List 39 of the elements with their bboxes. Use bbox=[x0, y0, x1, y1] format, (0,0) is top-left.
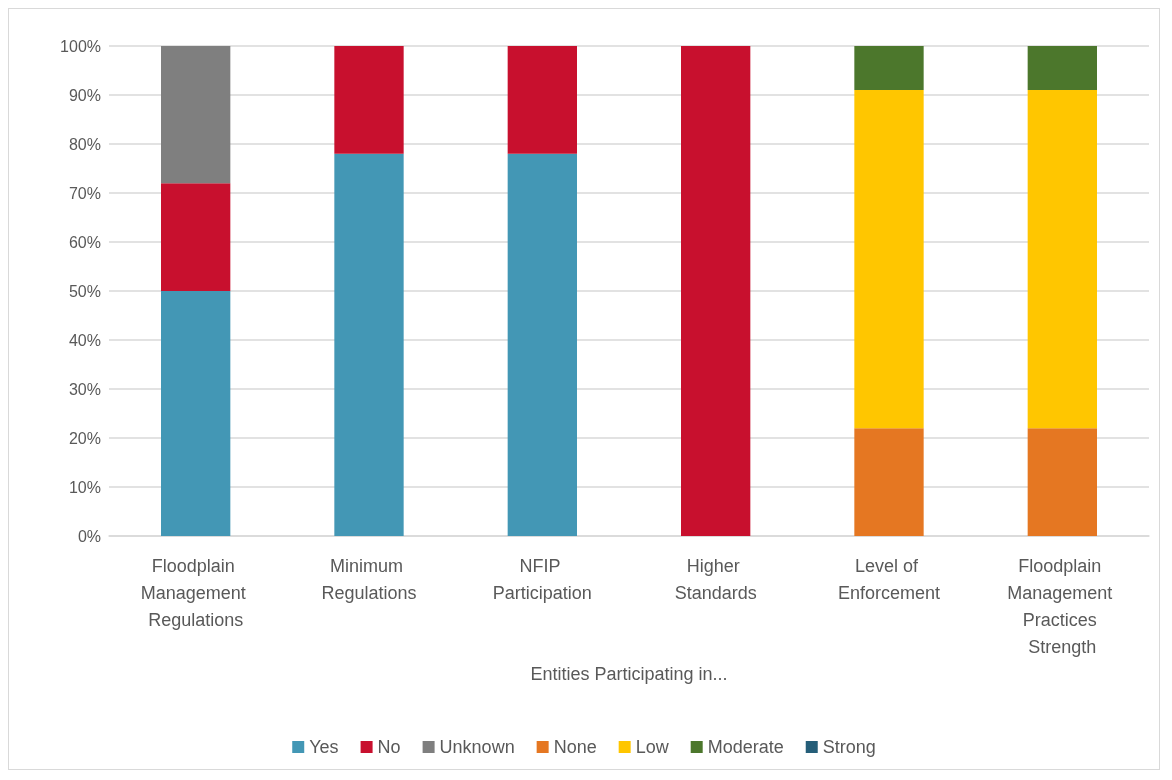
x-axis-title: Entities Participating in... bbox=[530, 663, 728, 684]
legend-label: Low bbox=[635, 737, 670, 757]
bar bbox=[507, 153, 577, 536]
bar bbox=[161, 291, 231, 536]
legend-label: No bbox=[377, 737, 401, 757]
bar bbox=[854, 428, 924, 536]
x-tick-label: Minimum Regulations bbox=[321, 555, 417, 603]
bar bbox=[1027, 46, 1097, 91]
y-tick-label: 10% bbox=[68, 478, 101, 496]
y-tick-label: 100% bbox=[60, 37, 101, 55]
legend-label: Moderate bbox=[707, 737, 784, 757]
x-tick-label: Higher Standards bbox=[674, 555, 757, 603]
y-tick-label: 50% bbox=[68, 282, 101, 300]
legend-label: None bbox=[553, 737, 597, 757]
y-tick-label: 90% bbox=[68, 86, 101, 104]
x-tick-label: Level of Enforcement bbox=[837, 555, 941, 603]
legend-label: Strong bbox=[822, 737, 876, 757]
bar bbox=[334, 153, 404, 536]
y-tick-label: 80% bbox=[68, 135, 101, 153]
bar bbox=[854, 46, 924, 91]
y-tick-label: 20% bbox=[68, 429, 101, 447]
bar bbox=[1027, 428, 1097, 536]
bar bbox=[1027, 90, 1097, 429]
y-tick-label: 60% bbox=[68, 233, 101, 251]
y-tick-label: 40% bbox=[68, 331, 101, 349]
legend-label: Unknown bbox=[439, 737, 515, 757]
bar bbox=[161, 46, 231, 184]
bar bbox=[161, 183, 231, 291]
x-tick-label: Floodplain Management Practices Strength bbox=[1007, 555, 1118, 657]
x-tick-label: Floodplain Management Regulations bbox=[140, 555, 251, 630]
bar bbox=[507, 46, 577, 154]
bar bbox=[681, 46, 751, 536]
bar bbox=[854, 90, 924, 429]
y-tick-label: 70% bbox=[68, 184, 101, 202]
bar bbox=[334, 46, 404, 154]
y-tick-label: 30% bbox=[68, 380, 101, 398]
y-tick-label: 0% bbox=[77, 527, 101, 545]
legend-label: Yes bbox=[309, 737, 339, 757]
x-tick-label: NFIP Participation bbox=[492, 555, 592, 603]
